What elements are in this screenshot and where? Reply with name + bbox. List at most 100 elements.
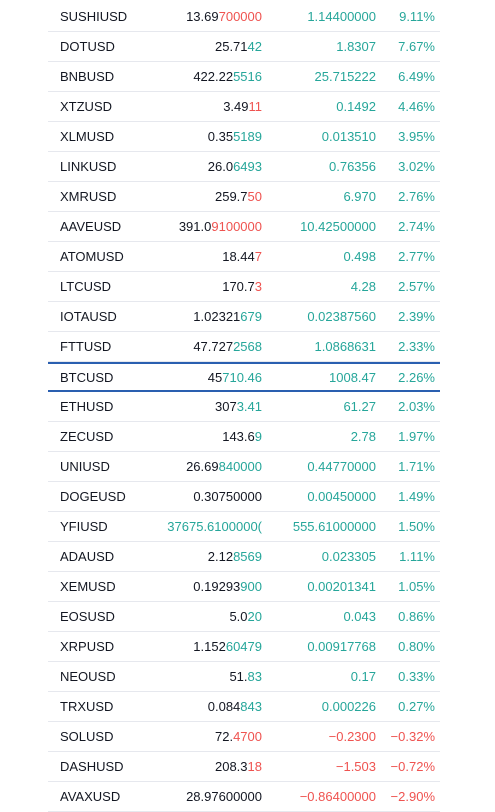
change-value: 0.00450000 bbox=[307, 489, 376, 504]
change-percent: 2.03% bbox=[398, 399, 435, 414]
last-price-base: 2.12 bbox=[207, 549, 234, 564]
last-price-changed-digits: 42 bbox=[247, 39, 262, 54]
last-price-changed-digits: 9 bbox=[254, 429, 262, 444]
last-price-base: 18.44 bbox=[222, 249, 255, 264]
last-price: 0.35 5189 bbox=[160, 122, 262, 151]
change-value: 61.27 bbox=[343, 399, 376, 414]
symbol-name: IOTAUSD bbox=[60, 309, 117, 324]
symbol-row-aaveusd[interactable]: AAVEUSD 391.0 9100000 10.42500000 2.74% bbox=[48, 212, 440, 242]
change-value: 1.14400000 bbox=[307, 9, 376, 24]
last-price: 26.69 840000 bbox=[160, 452, 262, 481]
symbol-row-sushiusd[interactable]: SUSHIUSD 13.69 700000 1.14400000 9.11% bbox=[48, 2, 440, 32]
symbol-name: ATOMUSD bbox=[60, 249, 124, 264]
change-value: 0.043 bbox=[343, 609, 376, 624]
last-price-changed-digits: 2568 bbox=[233, 339, 262, 354]
symbol-row-bnbusd[interactable]: BNBUSD 422.22 5516 25.715222 6.49% bbox=[48, 62, 440, 92]
symbol-name: YFIUSD bbox=[60, 519, 108, 534]
symbol-name: ETHUSD bbox=[60, 399, 114, 414]
change-value: −0.86400000 bbox=[299, 789, 376, 804]
last-price: 37675.6100000( bbox=[160, 512, 262, 541]
symbol-row-dashusd[interactable]: DASHUSD 208.3 18 −1.503 −0.72% bbox=[48, 752, 440, 782]
symbol-name: SUSHIUSD bbox=[60, 9, 128, 24]
last-price-base: 143.6 bbox=[222, 429, 255, 444]
symbol-row-neousd[interactable]: NEOUSD 51. 83 0.17 0.33% bbox=[48, 662, 440, 692]
symbol-name: XTZUSD bbox=[60, 99, 112, 114]
symbol-row-xmrusd[interactable]: XMRUSD 259.7 50 6.970 2.76% bbox=[48, 182, 440, 212]
symbol-name: FTTUSD bbox=[60, 339, 112, 354]
symbol-row-yfiusd[interactable]: YFIUSD 37675.6100000(555.61000000 1.50% bbox=[48, 512, 440, 542]
last-price-base: 51. bbox=[229, 669, 248, 684]
change-percent: 1.49% bbox=[398, 489, 435, 504]
symbol-name: BNBUSD bbox=[60, 69, 115, 84]
symbol-row-eosusd[interactable]: EOSUSD 5.0 20 0.043 0.86% bbox=[48, 602, 440, 632]
symbol-row-xrpusd[interactable]: XRPUSD 1.152 60479 0.00917768 0.80% bbox=[48, 632, 440, 662]
symbol-row-fttusd[interactable]: FTTUSD 47.727 2568 1.0868631 2.33% bbox=[48, 332, 440, 362]
last-price: 5.0 20 bbox=[160, 602, 262, 631]
last-price: 47.727 2568 bbox=[160, 332, 262, 361]
change-percent: 2.39% bbox=[398, 309, 435, 324]
symbol-row-iotausd[interactable]: IOTAUSD 1.02321 679 0.02387560 2.39% bbox=[48, 302, 440, 332]
symbol-name: LINKUSD bbox=[60, 159, 117, 174]
last-price-base: 0.19293 bbox=[193, 579, 241, 594]
last-price-changed-digits: 20 bbox=[247, 609, 262, 624]
last-price-changed-digits: 5516 bbox=[233, 69, 262, 84]
symbol-row-linkusd[interactable]: LINKUSD 26.0 6493 0.76356 3.02% bbox=[48, 152, 440, 182]
change-percent: 2.76% bbox=[398, 189, 435, 204]
symbol-row-atomusd[interactable]: ATOMUSD 18.44 7 0.498 2.77% bbox=[48, 242, 440, 272]
last-price-changed-digits: 900 bbox=[240, 579, 262, 594]
change-percent: −0.32% bbox=[390, 729, 435, 744]
symbol-row-btcusd[interactable]: BTCUSD 45 710.46 1008.47 2.26% bbox=[48, 362, 440, 392]
symbol-row-zecusd[interactable]: ZECUSD 143.6 9 2.78 1.97% bbox=[48, 422, 440, 452]
symbol-row-adausd[interactable]: ADAUSD 2.12 8569 0.023305 1.11% bbox=[48, 542, 440, 572]
symbol-name: TRXUSD bbox=[60, 699, 114, 714]
change-percent: −2.90% bbox=[390, 789, 435, 804]
symbol-row-xtzusd[interactable]: XTZUSD 3.49 11 0.1492 4.46% bbox=[48, 92, 440, 122]
symbol-row-dogeusd[interactable]: DOGEUSD 0.30750000 0.00450000 1.49% bbox=[48, 482, 440, 512]
change-percent: 2.57% bbox=[398, 279, 435, 294]
last-price-changed-digits: 6493 bbox=[233, 159, 262, 174]
last-price-changed-digits: 9100000 bbox=[211, 219, 262, 234]
last-price: 0.30750000 bbox=[160, 482, 262, 511]
last-price-base: 3.49 bbox=[223, 99, 249, 114]
last-price-base: 26.69 bbox=[186, 459, 219, 474]
symbol-row-uniusd[interactable]: UNIUSD 26.69 840000 0.44770000 1.71% bbox=[48, 452, 440, 482]
symbol-row-solusd[interactable]: SOLUSD 72. 4700 −0.2300 −0.32% bbox=[48, 722, 440, 752]
last-price-base: 45 bbox=[207, 369, 223, 385]
change-value: 0.02387560 bbox=[307, 309, 376, 324]
last-price: 422.22 5516 bbox=[160, 62, 262, 91]
symbol-name: AAVEUSD bbox=[60, 219, 122, 234]
change-value: 1008.47 bbox=[329, 369, 376, 385]
change-value: 1.8307 bbox=[336, 39, 376, 54]
change-percent: 9.11% bbox=[399, 9, 435, 24]
symbol-row-xemusd[interactable]: XEMUSD 0.19293 900 0.00201341 1.05% bbox=[48, 572, 440, 602]
symbol-name: DOTUSD bbox=[60, 39, 115, 54]
last-price: 51. 83 bbox=[160, 662, 262, 691]
symbol-row-dotusd[interactable]: DOTUSD 25.71 42 1.8307 7.67% bbox=[48, 32, 440, 62]
last-price: 28.97600000 bbox=[160, 782, 262, 811]
last-price: 143.6 9 bbox=[160, 422, 262, 451]
symbol-name: UNIUSD bbox=[60, 459, 110, 474]
symbol-row-ltcusd[interactable]: LTCUSD 170.7 3 4.28 2.57% bbox=[48, 272, 440, 302]
symbol-row-avaxusd[interactable]: AVAXUSD 28.97600000 −0.86400000 −2.90% bbox=[48, 782, 440, 812]
last-price-base: 1.152 bbox=[193, 639, 226, 654]
change-value: 0.023305 bbox=[321, 549, 376, 564]
last-price-base: 0.35 bbox=[207, 129, 234, 144]
symbol-name: BTCUSD bbox=[60, 369, 114, 385]
change-value: 1.0868631 bbox=[314, 339, 376, 354]
change-percent: 0.27% bbox=[398, 699, 435, 714]
symbol-row-ethusd[interactable]: ETHUSD 307 3.41 61.27 2.03% bbox=[48, 392, 440, 422]
last-price-base: 26.0 bbox=[207, 159, 234, 174]
change-percent: 2.33% bbox=[398, 339, 435, 354]
last-price-base: 1.02321 bbox=[193, 309, 241, 324]
change-value: 10.42500000 bbox=[300, 219, 376, 234]
symbol-row-trxusd[interactable]: TRXUSD 0.084 843 0.000226 0.27% bbox=[48, 692, 440, 722]
symbol-name: EOSUSD bbox=[60, 609, 115, 624]
change-percent: 0.86% bbox=[398, 609, 435, 624]
last-price-base: 13.69 bbox=[186, 9, 219, 24]
last-price: 13.69 700000 bbox=[160, 2, 262, 31]
symbol-row-xlmusd[interactable]: XLMUSD 0.35 5189 0.013510 3.95% bbox=[48, 122, 440, 152]
last-price: 208.3 18 bbox=[160, 752, 262, 781]
change-percent: 1.11% bbox=[399, 549, 435, 564]
last-price: 18.44 7 bbox=[160, 242, 262, 271]
